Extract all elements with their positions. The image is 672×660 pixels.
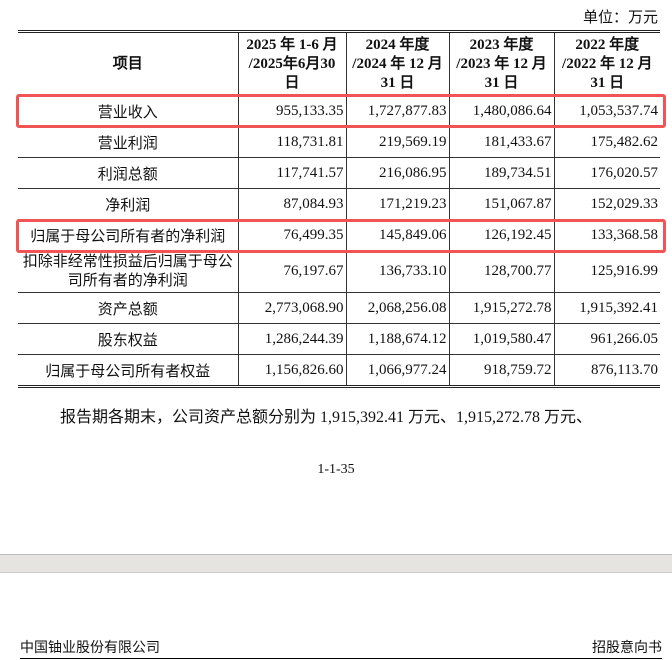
cell-value: 1,053,537.74 <box>553 95 660 127</box>
row-label: 归属于母公司所有者的净利润 <box>18 219 239 251</box>
unit-label: 单位：万元 <box>582 10 658 26</box>
cell-value: 136,733.10 <box>345 250 450 293</box>
cell-value: 145,849.06 <box>345 219 450 251</box>
cell-value: 1,156,826.60 <box>237 354 347 387</box>
cell-value: 126,192.45 <box>448 219 555 251</box>
cell-value: 918,759.72 <box>448 354 555 387</box>
row-label: 资产总额 <box>18 292 239 324</box>
page-separator <box>0 554 672 573</box>
table-row: 营业收入 955,133.35 1,727,877.83 1,480,086.64 1,… <box>18 95 660 127</box>
cell-value: 152,029.33 <box>553 188 660 220</box>
header-2025h1: 2025 年 1-6 月/2025年6月30 日 <box>237 31 347 96</box>
cell-value: 1,915,272.78 <box>448 292 555 324</box>
row-label: 营业收入 <box>18 95 239 127</box>
cell-value: 128,700.77 <box>448 250 555 293</box>
cell-value: 76,499.35 <box>237 219 347 251</box>
cell-value: 125,916.99 <box>553 250 660 293</box>
row-label: 营业利润 <box>18 126 239 158</box>
cell-value: 1,915,392.41 <box>553 292 660 324</box>
header-2022: 2022 年度/2022 年 12 月 31 日 <box>553 31 660 96</box>
row-label: 净利润 <box>18 188 239 220</box>
cell-value: 133,368.58 <box>553 219 660 251</box>
header-item: 项目 <box>18 31 239 96</box>
body-paragraph: 报告期各期末，公司资产总额分别为 1,915,392.41 万元、1,915,2… <box>60 409 593 426</box>
table-row: 扣除非经常性损益后归属于母公司所有者的净利润 76,197.67 136,733.1… <box>18 250 660 293</box>
table-row: 归属于母公司所有者权益 1,156,826.60 1,066,977.24 918,7… <box>18 354 660 387</box>
cell-value: 181,433.67 <box>448 126 555 158</box>
row-label: 利润总额 <box>18 157 239 189</box>
table-row: 净利润 87,084.93 171,219.23 151,067.87 152,029.… <box>18 188 660 220</box>
cell-value: 961,266.05 <box>553 323 660 355</box>
financial-table: 项目 2025 年 1-6 月/2025年6月30 日 2024 年度/2024 … <box>18 30 660 388</box>
cell-value: 171,219.23 <box>345 188 450 220</box>
cell-value: 118,731.81 <box>237 126 347 158</box>
row-label: 股东权益 <box>18 323 239 355</box>
cell-value: 219,569.19 <box>345 126 450 158</box>
header-2023: 2023 年度/2023 年 12 月 31 日 <box>448 31 555 96</box>
cell-value: 2,773,068.90 <box>237 292 347 324</box>
cell-value: 1,066,977.24 <box>345 354 450 387</box>
cell-value: 76,197.67 <box>237 250 347 293</box>
cell-value: 1,019,580.47 <box>448 323 555 355</box>
header-2024: 2024 年度/2024 年 12 月 31 日 <box>345 31 450 96</box>
cell-value: 876,113.70 <box>553 354 660 387</box>
page-number: 1-1-35 <box>317 462 355 477</box>
cell-value: 216,086.95 <box>345 157 450 189</box>
document-type: 招股意向书 <box>592 640 662 656</box>
cell-value: 87,084.93 <box>237 188 347 220</box>
cell-value: 1,727,877.83 <box>345 95 450 127</box>
table-row: 股东权益 1,286,244.39 1,188,674.12 1,019,580.47… <box>18 323 660 355</box>
row-label: 扣除非经常性损益后归属于母公司所有者的净利润 <box>18 250 239 293</box>
row-label: 归属于母公司所有者权益 <box>18 354 239 387</box>
table-row: 利润总额 117,741.57 216,086.95 189,734.51 176,02… <box>18 157 660 189</box>
cell-value: 151,067.87 <box>448 188 555 220</box>
cell-value: 189,734.51 <box>448 157 555 189</box>
table-row: 归属于母公司所有者的净利润 76,499.35 145,849.06 126,192.… <box>18 219 660 251</box>
cell-value: 1,188,674.12 <box>345 323 450 355</box>
cell-value: 2,068,256.08 <box>345 292 450 324</box>
page-header: 中国铀业股份有限公司 招股意向书 <box>20 637 662 659</box>
table-row: 营业利润 118,731.81 219,569.19 181,433.67 175,48… <box>18 126 660 158</box>
company-name: 中国铀业股份有限公司 <box>20 640 160 656</box>
table-row: 资产总额 2,773,068.90 2,068,256.08 1,915,272.78… <box>18 292 660 324</box>
cell-value: 175,482.62 <box>553 126 660 158</box>
cell-value: 176,020.57 <box>553 157 660 189</box>
cell-value: 955,133.35 <box>237 95 347 127</box>
table-header-row: 项目 2025 年 1-6 月/2025年6月30 日 2024 年度/2024 … <box>18 31 660 96</box>
cell-value: 1,286,244.39 <box>237 323 347 355</box>
cell-value: 117,741.57 <box>237 157 347 189</box>
cell-value: 1,480,086.64 <box>448 95 555 127</box>
